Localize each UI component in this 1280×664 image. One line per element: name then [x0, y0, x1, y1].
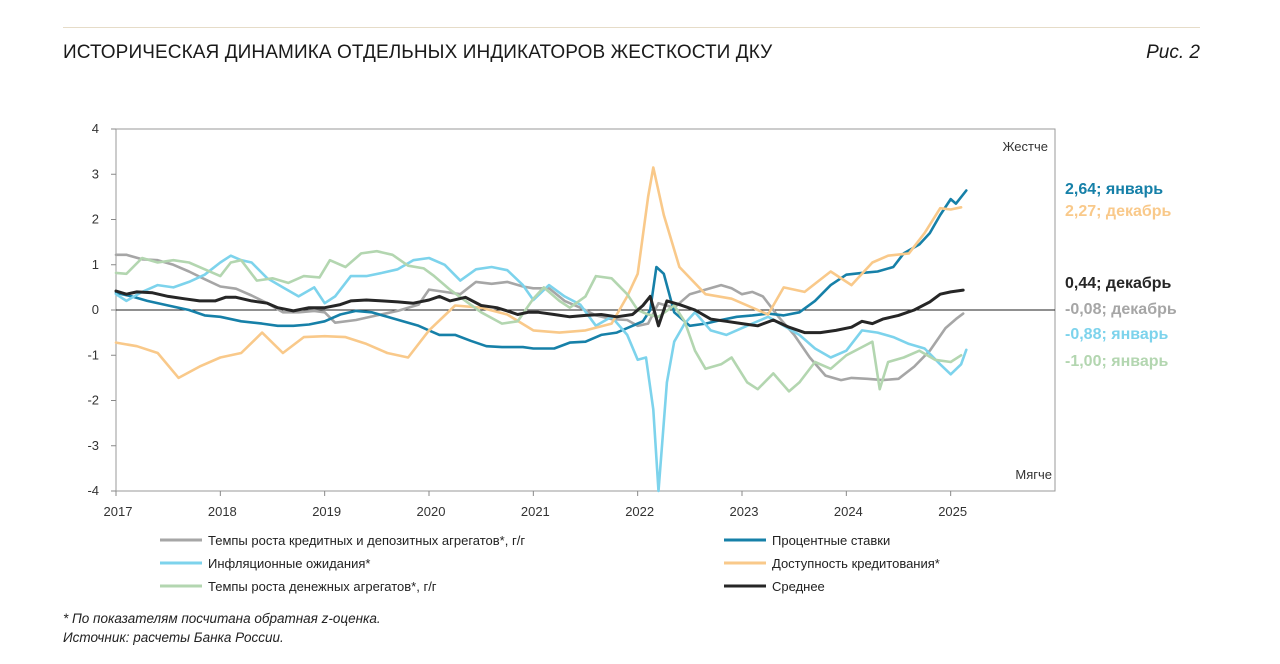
end-label-6: 0,44; декабрь	[1065, 275, 1172, 292]
y-tick-label: -4	[87, 483, 99, 498]
series-line-2	[114, 189, 968, 350]
x-tick-label: 2018	[208, 504, 237, 519]
end-label-3: -0,88; январь	[1065, 326, 1169, 343]
end-label-4: 2,27; декабрь	[1065, 203, 1172, 220]
series-line-5	[114, 249, 963, 393]
y-tick-label: 1	[92, 257, 99, 272]
legend-label: Инфляционные ожидания*	[208, 556, 370, 571]
footnote-source: Источник: расчеты Банка России.	[63, 630, 284, 645]
top-rule	[63, 27, 1200, 28]
legend-label: Процентные ставки	[772, 533, 890, 548]
x-tick-label: 2022	[625, 504, 654, 519]
y-tick-label: 0	[92, 302, 99, 317]
x-tick-label: 2017	[104, 504, 133, 519]
legend-label: Доступность кредитования*	[772, 556, 940, 571]
x-tick-label: 2024	[834, 504, 863, 519]
y-tick-label: 3	[92, 166, 99, 181]
y-tick-label: 4	[92, 121, 99, 136]
y-tick-label: -1	[87, 347, 99, 362]
series-line-1	[114, 253, 965, 382]
legend-label: Темпы роста кредитных и депозитных агрег…	[208, 533, 525, 548]
annotation-tighter: Жестче	[1002, 139, 1048, 154]
figure-title: ИСТОРИЧЕСКАЯ ДИНАМИКА ОТДЕЛЬНЫХ ИНДИКАТО…	[63, 42, 773, 63]
x-tick-label: 2023	[730, 504, 759, 519]
y-tick-label: -3	[87, 438, 99, 453]
footnote-method: * По показателям посчитана обратная z-оц…	[63, 611, 381, 626]
series-line-6	[114, 288, 965, 335]
x-tick-label: 2021	[521, 504, 550, 519]
y-tick-label: -2	[87, 393, 99, 408]
x-tick-label: 2020	[417, 504, 446, 519]
figure-number: Рис. 2	[1146, 42, 1200, 63]
x-tick-label: 2025	[938, 504, 967, 519]
y-tick-label: 2	[92, 212, 99, 227]
end-label-5: -1,00; январь	[1065, 353, 1169, 370]
end-label-1: -0,08; декабрь	[1065, 301, 1177, 318]
series-line-3	[114, 254, 968, 493]
legend-label: Темпы роста денежных агрегатов*, г/г	[208, 579, 437, 594]
end-label-2: 2,64; январь	[1065, 181, 1163, 198]
series-line-4	[114, 166, 963, 380]
x-tick-label: 2019	[312, 504, 341, 519]
annotation-looser: Мягче	[1015, 467, 1052, 482]
legend-label: Среднее	[772, 579, 825, 594]
